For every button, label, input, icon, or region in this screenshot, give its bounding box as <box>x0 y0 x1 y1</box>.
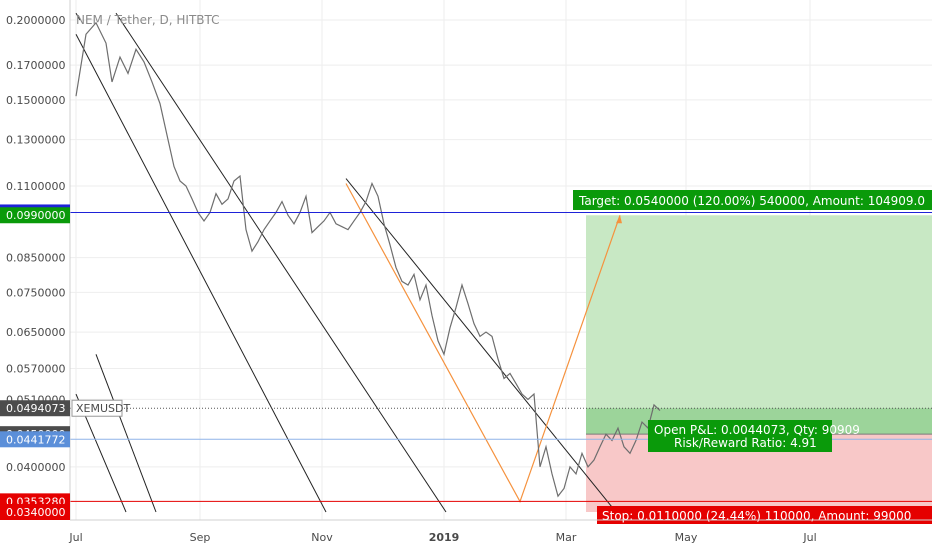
y-tick-label: 0.0650000 <box>6 326 66 339</box>
y-tick-label: 0.0850000 <box>6 252 66 265</box>
x-tick-label: Jul <box>802 531 816 544</box>
x-tick-label: 2019 <box>429 531 460 544</box>
symbol-tag-label: XEMUSDT <box>76 402 130 415</box>
y-tick-label: 0.0400000 <box>6 461 66 474</box>
price-series <box>75 21 661 498</box>
price-line <box>75 21 661 498</box>
price-tag <box>0 207 70 224</box>
x-tick-label: Jul <box>68 531 82 544</box>
price-tag <box>0 400 70 417</box>
x-tick-label: May <box>675 531 698 544</box>
trend-line <box>75 34 327 513</box>
y-tick-label: 0.2000000 <box>6 14 66 27</box>
pnl-box <box>648 420 832 452</box>
price-tag <box>0 431 70 448</box>
price-tag <box>0 504 70 520</box>
trend-line <box>75 12 81 21</box>
trendlines <box>75 12 622 513</box>
symbol-tag <box>71 399 123 417</box>
y-tick-label: 0.1100000 <box>6 180 66 193</box>
rr-label: Risk/Reward Ratio: 4.91 <box>674 436 817 450</box>
target-box <box>573 190 932 210</box>
x-tick-label: Sep <box>190 531 211 544</box>
chart-title: NEM / Tether, D, HITBTC <box>76 13 220 27</box>
trend-line <box>345 178 617 513</box>
projection-line <box>345 183 621 504</box>
y-tick-label: 0.0750000 <box>6 286 66 299</box>
x-tick-label: Nov <box>311 531 333 544</box>
trend-line <box>115 12 447 513</box>
price-tag-label: 0.0441772 <box>6 433 66 446</box>
profit-zone <box>586 215 932 435</box>
trend-line <box>95 354 157 513</box>
price-tag-label: 0.0494073 <box>6 402 66 415</box>
y-tick-label: 0.1300000 <box>6 134 66 147</box>
x-tick-label: Mar <box>556 531 577 544</box>
position-zones <box>586 215 932 512</box>
pnl-label: Open P&L: 0.0044073, Qty: 90909 <box>654 423 860 437</box>
y-tick-label: 0.1500000 <box>6 94 66 107</box>
y-axis: 0.2000000 0.1700000 0.1500000 0.1300000 0.11… <box>0 0 130 520</box>
price-tag-label: 0.0990000 <box>6 209 66 222</box>
target-label: Target: 0.0540000 (120.00%) 540000, Amou… <box>578 194 925 208</box>
y-tick-label: 0.1700000 <box>6 59 66 72</box>
projection-arrow <box>616 215 622 224</box>
price-tag-label: 0.0340000 <box>6 506 66 519</box>
y-tick-label: 0.0570000 <box>6 363 66 376</box>
x-axis: Jul Sep Nov 2019 Mar May Jul <box>68 519 932 544</box>
stop-label: Stop: 0.0110000 (24.44%) 110000, Amount:… <box>602 509 911 523</box>
